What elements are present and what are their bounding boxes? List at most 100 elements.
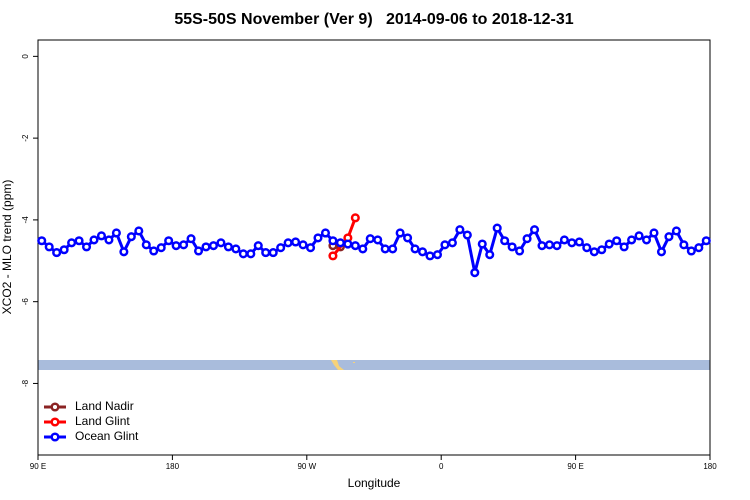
point <box>567 238 577 248</box>
point <box>276 243 286 253</box>
point <box>641 235 652 245</box>
point <box>223 242 233 252</box>
point <box>686 246 696 256</box>
point <box>582 243 592 253</box>
point <box>403 233 413 243</box>
point <box>149 246 159 256</box>
point <box>37 236 47 246</box>
point <box>574 237 584 247</box>
y-axis-label: XCO2 - MLO trend (ppm) <box>0 180 14 315</box>
point <box>343 239 353 249</box>
x-axis-label: Longitude <box>348 476 401 490</box>
map-land <box>331 360 344 370</box>
map-land <box>353 362 355 363</box>
point <box>111 228 121 238</box>
point <box>313 233 323 243</box>
point <box>44 242 54 252</box>
x-tick-label: 180 <box>166 462 180 471</box>
point <box>104 235 114 245</box>
point <box>208 241 219 251</box>
point <box>485 250 495 260</box>
point <box>589 247 599 257</box>
point <box>81 242 92 252</box>
point <box>291 237 301 247</box>
plot-frame <box>37 39 711 456</box>
point <box>417 247 428 257</box>
x-tick-label: 180 <box>703 462 717 471</box>
point <box>634 231 644 241</box>
point <box>156 243 166 253</box>
point <box>492 223 502 233</box>
x-tick-label: 90 E <box>30 462 46 471</box>
legend-marker <box>50 402 60 412</box>
point <box>305 243 316 253</box>
point <box>432 250 443 260</box>
point <box>52 248 62 258</box>
x-tick-label: 90 E <box>567 462 583 471</box>
point <box>216 238 226 248</box>
y-tick-label: -6 <box>21 298 30 306</box>
point <box>552 241 562 251</box>
point <box>477 239 487 249</box>
point <box>350 213 360 223</box>
point <box>179 240 189 250</box>
point <box>470 268 480 278</box>
point <box>328 236 338 246</box>
point <box>500 236 510 246</box>
legend-label: Ocean Glint <box>75 429 139 443</box>
point <box>515 246 525 256</box>
point <box>410 244 420 254</box>
point <box>671 226 681 236</box>
point <box>89 235 99 245</box>
point <box>268 248 278 258</box>
point <box>425 251 435 261</box>
point <box>388 244 398 254</box>
point <box>350 241 360 251</box>
point <box>597 245 607 255</box>
chart-title: 55S-50S November (Ver 9) 2014-09-06 to 2… <box>174 11 573 28</box>
point <box>373 235 383 245</box>
point <box>186 234 196 244</box>
point <box>298 240 308 250</box>
point <box>612 236 622 246</box>
point <box>544 240 555 250</box>
point <box>529 225 540 235</box>
point <box>455 225 465 235</box>
point <box>171 241 181 251</box>
point <box>395 228 405 238</box>
point <box>462 230 472 240</box>
point <box>380 244 390 254</box>
point <box>694 243 704 253</box>
point <box>335 238 345 248</box>
point <box>253 241 263 251</box>
point <box>365 234 375 244</box>
point <box>261 248 271 258</box>
point <box>627 235 637 245</box>
point <box>656 247 667 257</box>
y-tick-label: 0 <box>21 54 30 59</box>
point <box>59 245 69 255</box>
point <box>559 235 569 245</box>
y-tick-label: -2 <box>21 134 30 142</box>
point <box>328 251 338 261</box>
legend-marker <box>50 432 60 442</box>
point <box>246 249 256 259</box>
legend-label: Land Nadir <box>75 399 134 413</box>
point <box>537 241 547 251</box>
point <box>447 238 457 248</box>
point <box>96 231 107 241</box>
point <box>358 244 368 254</box>
point <box>67 238 77 248</box>
point <box>507 242 517 252</box>
point <box>238 249 248 259</box>
point <box>320 228 331 238</box>
point <box>679 240 689 250</box>
point <box>604 239 614 249</box>
legend-marker <box>50 417 60 427</box>
y-tick-label: -8 <box>21 379 30 387</box>
point <box>141 240 151 250</box>
y-tick-label: -4 <box>21 216 30 224</box>
point <box>283 238 293 248</box>
point <box>193 246 204 256</box>
